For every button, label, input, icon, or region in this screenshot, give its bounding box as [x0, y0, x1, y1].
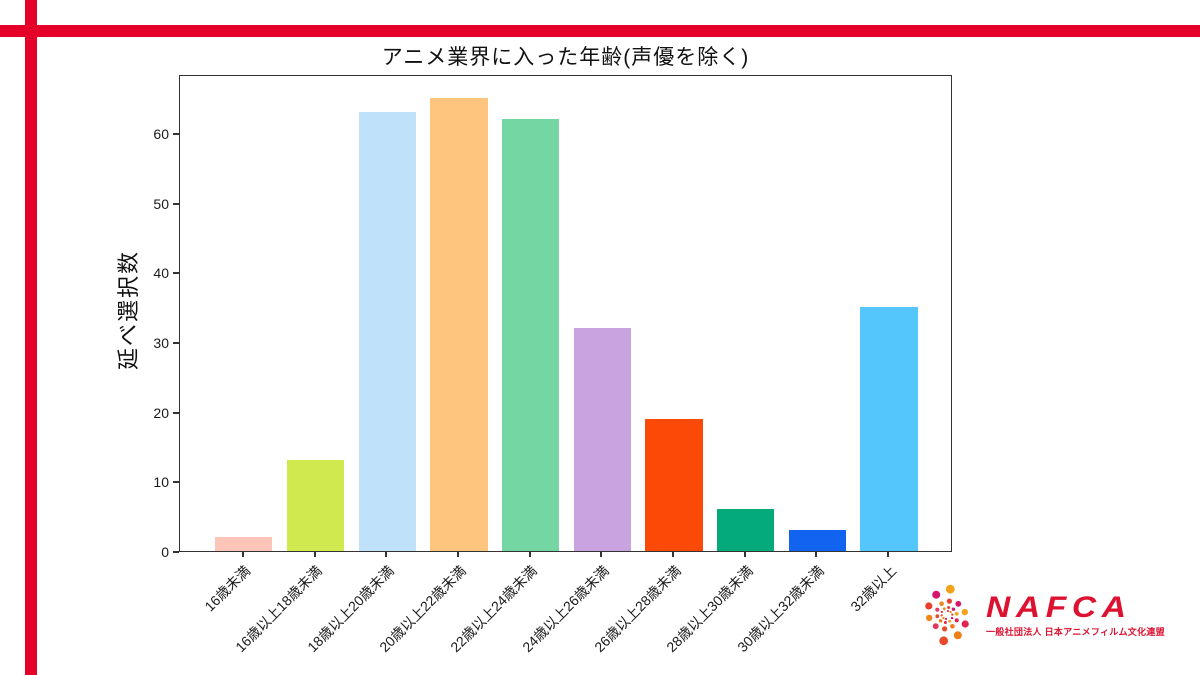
nafca-logo-text: NAFCA 一般社団法人 日本アニメフィルム文化連盟: [986, 592, 1165, 638]
bar-28歳以上30歳未満: [717, 509, 775, 551]
y-tick-label: 40: [153, 265, 169, 282]
x-tick-mark: [743, 552, 746, 557]
bar-16歳以上18歳未満: [286, 460, 345, 551]
x-tick-mark: [600, 552, 603, 557]
x-tick-mark: [815, 552, 818, 557]
bar-24歳以上26歳未満: [573, 328, 632, 551]
bar-30歳以上32歳未満: [788, 530, 847, 551]
y-tick-label: 10: [153, 474, 169, 491]
decor-red-vertical-line: [25, 0, 37, 675]
y-tick-label: 60: [153, 126, 169, 143]
x-tick-mark: [385, 552, 388, 557]
x-tick-mark: [241, 552, 244, 557]
y-tick-label: 30: [153, 335, 169, 352]
y-tick-label: 20: [153, 404, 169, 421]
y-tick-label: 0: [161, 544, 169, 560]
x-tick-mark: [672, 552, 675, 557]
nafca-logo-spiral-icon: [925, 584, 969, 646]
decor-red-horizontal-line: [0, 25, 1200, 37]
y-tick-mark: [173, 202, 179, 205]
bar-20歳以上22歳未満: [430, 98, 488, 551]
nafca-subtitle: 一般社団法人 日本アニメフィルム文化連盟: [986, 626, 1165, 637]
bar-26歳以上28歳未満: [645, 418, 703, 551]
chart-title: アニメ業界に入った年齢(声優を除く): [381, 46, 750, 69]
x-tick-mark: [313, 552, 316, 557]
nafca-logo: NAFCA 一般社団法人 日本アニメフィルム文化連盟: [916, 582, 1165, 648]
y-tick-mark: [173, 272, 179, 275]
bar-16歳未満: [215, 537, 273, 551]
y-tick-mark: [173, 551, 179, 553]
y-tick-mark: [173, 411, 179, 414]
y-tick-mark: [173, 133, 179, 136]
bar-18歳以上20歳未満: [358, 112, 416, 551]
x-tick-mark: [887, 552, 890, 557]
bar-22歳以上24歳未満: [501, 119, 560, 551]
x-tick-mark: [456, 552, 459, 557]
y-tick-mark: [173, 481, 179, 484]
y-tick-label: 50: [153, 195, 169, 212]
y-tick-mark: [173, 342, 179, 345]
bar-32歳以上: [860, 307, 918, 551]
plot-area: [179, 75, 952, 552]
x-tick-mark: [528, 552, 531, 557]
nafca-wordmark: NAFCA: [986, 590, 1132, 624]
